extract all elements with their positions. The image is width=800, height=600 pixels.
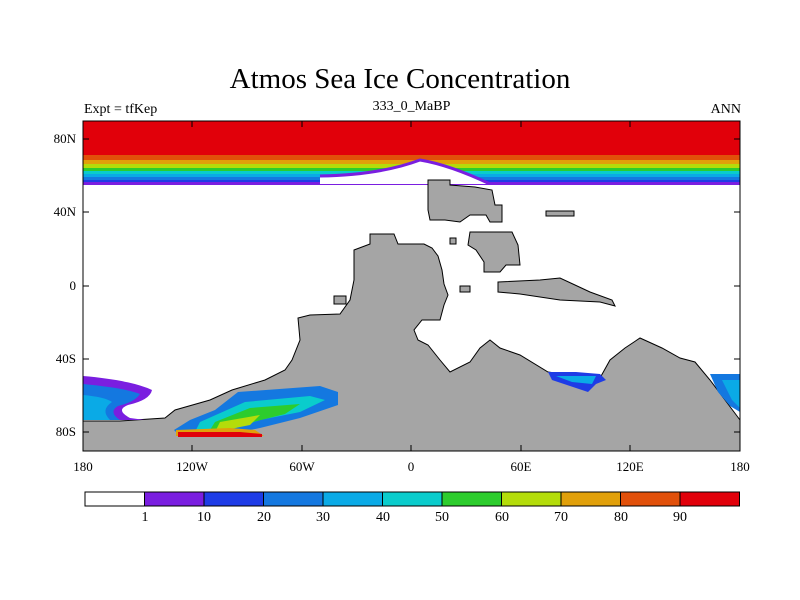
colorbar-swatch	[144, 491, 205, 507]
colorbar-label: 10	[197, 510, 211, 525]
colorbar-swatch	[441, 491, 502, 507]
y-tick-label: 40S	[55, 351, 76, 366]
axis-ticks	[83, 121, 740, 451]
colorbar-swatch	[501, 491, 562, 507]
colorbar-label: 40	[376, 510, 390, 525]
x-tick-label: 120W	[176, 459, 208, 474]
colorbar	[84, 491, 740, 507]
colorbar-label: 80	[614, 510, 628, 525]
colorbar-swatch	[560, 491, 621, 507]
colorbar-swatch	[322, 491, 383, 507]
colorbar-label: 30	[316, 510, 330, 525]
x-tick-label: 120E	[616, 459, 644, 474]
ice-southern-ocean	[83, 372, 740, 437]
land-masses	[82, 179, 741, 452]
colorbar-swatch	[263, 491, 324, 507]
colorbar-swatch	[620, 491, 681, 507]
colorbar-label: 90	[673, 510, 687, 525]
y-tick-label: 0	[69, 278, 77, 293]
colorbar-label: 70	[554, 510, 568, 525]
ice-band-north	[83, 121, 740, 186]
y-tick-label: 80N	[53, 131, 76, 146]
colorbar-label: 60	[495, 510, 509, 525]
colorbar-swatch	[679, 491, 740, 507]
colorbar-swatch	[84, 491, 145, 507]
y-tick-label: 80S	[55, 424, 76, 439]
x-tick-label: 60E	[510, 459, 532, 474]
x-tick-label: 0	[407, 459, 415, 474]
season-label: ANN	[710, 102, 741, 117]
colorbar-label: 1	[141, 510, 149, 525]
x-tick-label: 180	[73, 459, 93, 474]
map-title: Atmos Sea Ice Concentration	[229, 63, 571, 95]
colorbar-label: 50	[435, 510, 449, 525]
x-tick-label: 180	[730, 459, 750, 474]
experiment-label: Expt = tfKep	[84, 102, 158, 117]
period-label: 333_0_MaBP	[372, 99, 451, 114]
colorbar-label: 20	[257, 510, 271, 525]
colorbar-swatch	[382, 491, 443, 507]
y-tick-label: 40N	[53, 204, 76, 219]
x-tick-label: 60W	[289, 459, 315, 474]
colorbar-swatch	[203, 491, 264, 507]
